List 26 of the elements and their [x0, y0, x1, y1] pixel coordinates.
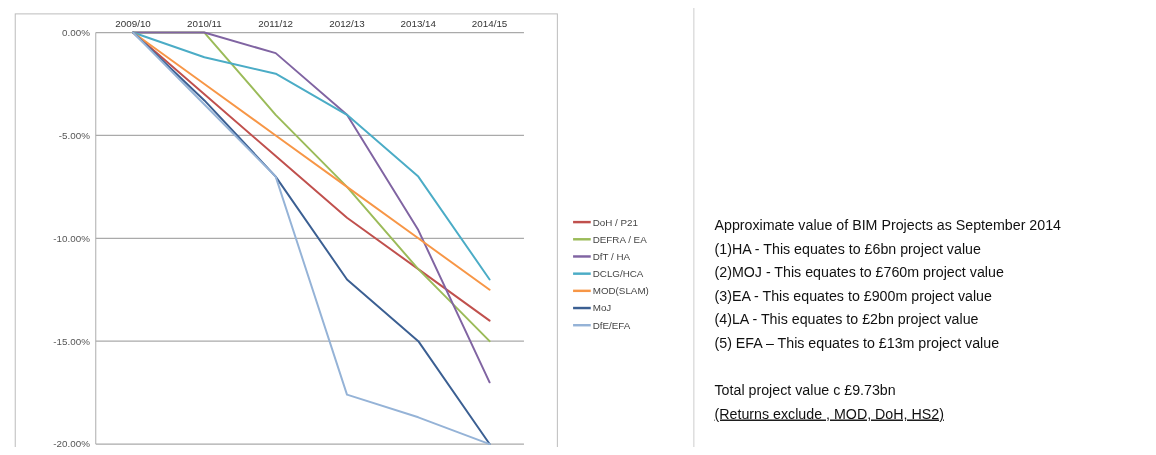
text: (Returns exclude , MOD, DoH, HS2): [714, 405, 944, 422]
text: (1)HA - This equates to £6bn project value: [714, 240, 981, 257]
legend-label: DEFRA / EA: [592, 233, 648, 245]
text: (5) EFA – This equates to £13m project value: [714, 334, 1000, 351]
legend-label: MoJ: [592, 302, 612, 314]
legend-label: DCLG/HCA: [592, 268, 644, 280]
legend-label: DfE/EFA: [592, 319, 631, 331]
x-tick-label: 2011/12: [258, 17, 294, 29]
x-tick-label: 2013/14: [400, 17, 437, 29]
y-tick-label: -20.00%: [53, 438, 91, 450]
legend-label: DoH / P21: [592, 216, 638, 228]
text: (2)MOJ - This equates to £760m project value: [714, 264, 1004, 281]
y-tick-label: -5.00%: [58, 129, 91, 141]
text: (3)EA - This equates to £900m project value: [714, 287, 993, 304]
x-tick-label: 2010/11: [187, 17, 222, 29]
x-tick-label: 2014/15: [471, 17, 508, 29]
x-tick-label: 2009/10: [115, 17, 152, 29]
y-tick-label: 0.00%: [62, 26, 91, 38]
text: (4)LA - This equates to £2bn project value: [714, 311, 979, 328]
legend-label: DfT / HA: [592, 250, 631, 262]
text: Total project value c £9.73bn: [714, 381, 896, 398]
y-tick-label: -10.00%: [53, 232, 91, 244]
legend-label: MOD(SLAM): [592, 285, 649, 297]
text: Approximate value of BIM Projects as September 2014: [714, 216, 1062, 233]
x-tick-label: 2012/13: [329, 17, 366, 29]
y-tick-label: -15.00%: [53, 335, 91, 347]
